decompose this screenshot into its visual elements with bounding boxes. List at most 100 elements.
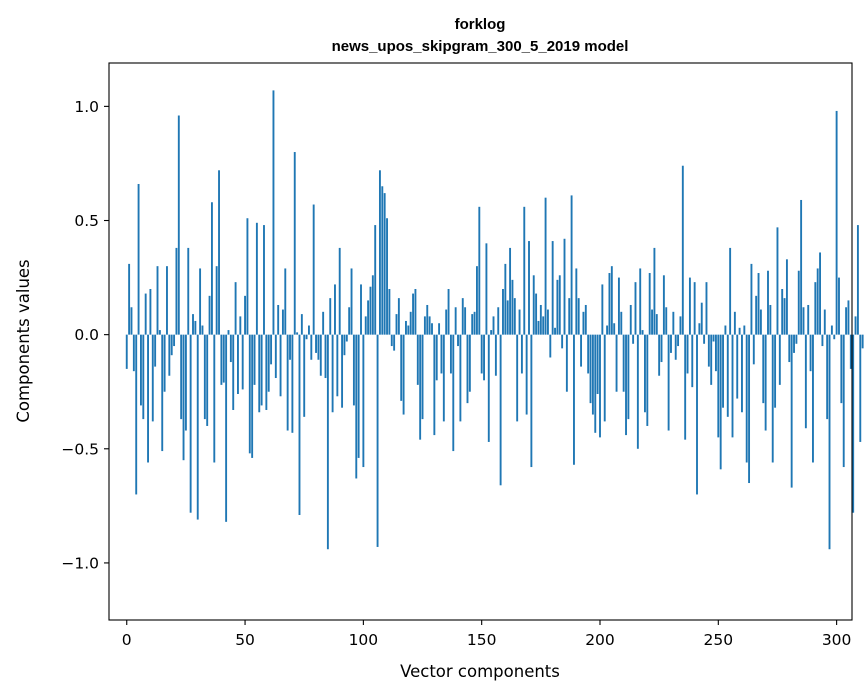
- bar-component-272: [769, 304, 772, 335]
- chart-title: forklog news_upos_skipgram_300_5_2019 mo…: [332, 16, 629, 55]
- bar-component-61: [270, 334, 273, 365]
- bar-component-119: [407, 325, 410, 335]
- bar-component-116: [400, 334, 403, 401]
- bar-component-139: [454, 307, 457, 335]
- bar-component-39: [218, 170, 220, 335]
- bar-component-46: [234, 282, 237, 335]
- bar-component-10: [149, 289, 152, 335]
- bar-component-19: [170, 334, 173, 356]
- bar-component-289: [809, 334, 812, 372]
- bar-component-200: [599, 334, 601, 438]
- x-axis: 0 50 100 150 200 250 300: [122, 620, 851, 649]
- x-tick-label: 0: [122, 631, 132, 649]
- bar-component-153: [487, 334, 490, 442]
- bar-component-178: [546, 309, 549, 335]
- bar-component-54: [253, 334, 256, 385]
- y-tick-label: −1.0: [61, 554, 99, 572]
- bar-component-247: [710, 334, 713, 385]
- bar-component-174: [537, 320, 540, 335]
- bar-component-156: [494, 334, 497, 376]
- bar-component-121: [412, 293, 415, 335]
- bar-component-246: [707, 334, 710, 367]
- bar-component-100: [362, 334, 365, 468]
- bar-component-243: [700, 302, 703, 335]
- bar-component-244: [703, 334, 706, 344]
- bar-component-210: [622, 334, 625, 392]
- chart-title-line-2: news_upos_skipgram_300_5_2019 model: [332, 38, 629, 55]
- bar-component-165: [516, 334, 519, 422]
- bar-component-132: [438, 323, 441, 335]
- bar-component-8: [144, 293, 147, 335]
- bar-component-144: [466, 334, 469, 404]
- bar-component-188: [570, 195, 573, 335]
- bar-component-33: [203, 334, 206, 420]
- bar-component-80: [315, 334, 317, 353]
- bar-component-93: [345, 334, 348, 342]
- bar-component-162: [509, 247, 512, 335]
- bar-component-291: [814, 282, 817, 335]
- bar-component-30: [196, 334, 199, 520]
- bar-component-129: [431, 323, 433, 335]
- bar-component-115: [397, 298, 400, 335]
- bar-component-169: [525, 334, 528, 415]
- bar-component-245: [705, 282, 708, 335]
- bar-component-131: [435, 334, 438, 381]
- bar-component-292: [816, 268, 819, 335]
- bar-component-217: [639, 268, 642, 335]
- bar-component-161: [506, 300, 509, 335]
- bar-component-90: [338, 247, 341, 335]
- bar-component-203: [606, 325, 609, 335]
- bar-component-59: [265, 334, 268, 410]
- bar-component-0: [125, 334, 128, 369]
- bar-component-213: [629, 304, 632, 335]
- bar-component-154: [490, 330, 493, 335]
- bar-component-267: [757, 273, 760, 335]
- bar-component-24: [182, 334, 185, 461]
- bar-component-160: [504, 263, 507, 335]
- bar-component-274: [774, 334, 777, 408]
- bar-component-281: [790, 334, 793, 488]
- bar-component-67: [284, 268, 287, 335]
- bar-component-199: [596, 334, 599, 394]
- bar-component-107: [378, 170, 381, 335]
- bar-component-11: [151, 334, 154, 422]
- bar-component-268: [759, 309, 762, 335]
- bar-component-208: [617, 277, 620, 335]
- bar-component-255: [729, 247, 732, 335]
- bar-component-242: [698, 323, 701, 335]
- bar-component-250: [717, 334, 720, 438]
- bar-component-23: [180, 334, 183, 420]
- bar-component-41: [222, 334, 225, 383]
- bar-component-86: [329, 298, 332, 335]
- bar-component-238: [688, 277, 691, 335]
- bar-component-81: [317, 334, 320, 360]
- bar-component-92: [343, 334, 346, 356]
- bar-component-204: [608, 273, 611, 335]
- bar-component-89: [336, 334, 339, 397]
- bar-component-117: [402, 334, 405, 415]
- bar-component-137: [449, 334, 452, 374]
- bar-component-209: [620, 311, 623, 335]
- bar-component-149: [478, 206, 481, 335]
- bar-component-179: [549, 334, 552, 358]
- bar-component-187: [568, 298, 571, 335]
- bar-component-148: [476, 266, 478, 335]
- bar-component-269: [762, 334, 765, 404]
- bar-component-17: [166, 266, 168, 335]
- bar-component-302: [840, 334, 843, 404]
- y-tick-label: 0.5: [74, 212, 99, 230]
- bar-component-140: [457, 334, 459, 347]
- bar-component-183: [558, 275, 561, 335]
- bar-component-55: [255, 222, 258, 335]
- bar-component-43: [227, 330, 230, 335]
- bar-component-120: [409, 311, 412, 335]
- bar-component-16: [163, 334, 166, 392]
- bar-component-101: [364, 316, 367, 335]
- bar-component-142: [461, 298, 464, 335]
- bar-component-88: [334, 284, 336, 335]
- bar-component-224: [655, 314, 658, 335]
- bar-component-251: [719, 334, 722, 470]
- x-axis-label: Vector components: [400, 662, 560, 681]
- bar-component-252: [722, 334, 724, 408]
